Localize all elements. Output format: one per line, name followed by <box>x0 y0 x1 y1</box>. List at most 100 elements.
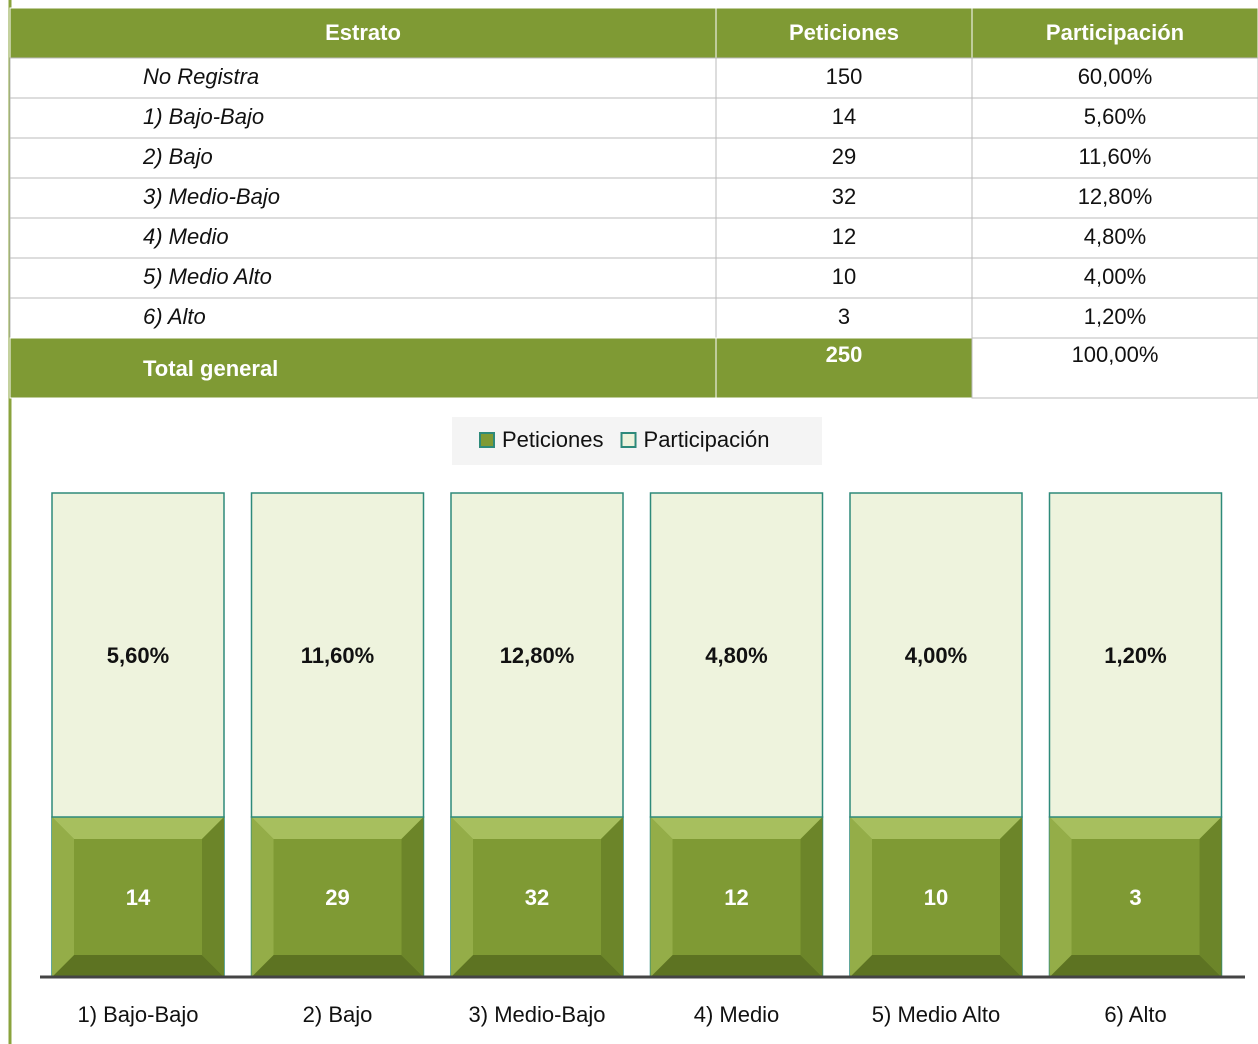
x-tick-label: 1) Bajo-Bajo <box>77 1002 198 1027</box>
header-cell <box>715 7 973 59</box>
bevel <box>1049 955 1222 977</box>
bevel <box>1000 817 1022 977</box>
total-text: Total general <box>143 356 278 381</box>
data-label: 12,80% <box>500 643 575 668</box>
cell-text: 4) Medio <box>143 224 229 249</box>
cell-text: 60,00% <box>1078 64 1153 89</box>
bar-segment <box>250 816 425 978</box>
x-tick-label: 5) Medio Alto <box>872 1002 1000 1027</box>
data-label: 3 <box>1129 885 1141 910</box>
header-text: Participación <box>1046 20 1184 45</box>
data-label: 11,60% <box>301 643 374 668</box>
cell <box>715 257 973 299</box>
cell-text: 3) Medio-Bajo <box>143 184 280 209</box>
total-cell <box>971 337 1258 399</box>
bevel <box>850 955 1022 977</box>
bevel <box>251 817 424 839</box>
cell <box>971 137 1258 179</box>
legend-marker <box>620 432 637 448</box>
bar-segment <box>51 492 225 818</box>
bar-segment <box>1048 816 1223 978</box>
cell-text: 1) Bajo-Bajo <box>143 104 264 129</box>
data-label: 32 <box>525 885 549 910</box>
cell-text: 1,20% <box>1084 304 1146 329</box>
cell-text: 2) Bajo <box>142 144 213 169</box>
bar-segment <box>649 816 824 978</box>
bevel <box>251 955 424 977</box>
cell-text: 10 <box>832 264 856 289</box>
cell <box>715 57 973 99</box>
header-text: Peticiones <box>789 20 899 45</box>
cell-text: 14 <box>832 104 856 129</box>
bevel <box>850 817 872 977</box>
legend-label: Participación <box>644 427 770 452</box>
data-label: 12 <box>724 885 748 910</box>
cell-text: No Registra <box>143 64 259 89</box>
cell-text: 11,60% <box>1079 144 1152 169</box>
bar-segment <box>849 816 1023 978</box>
data-label: 4,80% <box>705 643 767 668</box>
bevel <box>650 817 823 839</box>
cell-text: 4,00% <box>1084 264 1146 289</box>
total-text: 250 <box>826 342 863 367</box>
data-label: 1,20% <box>1104 643 1166 668</box>
cell <box>971 217 1258 259</box>
x-tick-label: 2) Bajo <box>303 1002 373 1027</box>
cell <box>715 297 973 339</box>
cell <box>971 297 1258 339</box>
bevel <box>451 817 623 839</box>
x-tick-label: 4) Medio <box>694 1002 780 1027</box>
bevel <box>850 817 1022 839</box>
bar-segment <box>450 492 624 818</box>
bar-segment <box>250 492 425 818</box>
data-label: 5,60% <box>107 643 169 668</box>
bevel <box>451 817 473 977</box>
legend-label: Peticiones <box>502 427 604 452</box>
cell-text: 4,80% <box>1084 224 1146 249</box>
cell <box>9 217 717 259</box>
bevel <box>1049 817 1222 839</box>
total-text: 100,00% <box>1072 342 1159 367</box>
cell-text: 3 <box>838 304 850 329</box>
cell <box>9 177 717 219</box>
bar-segment <box>1048 492 1223 818</box>
cell <box>9 297 717 339</box>
bevel <box>251 817 274 977</box>
data-label: 29 <box>325 885 349 910</box>
x-tick-label: 3) Medio-Bajo <box>469 1002 606 1027</box>
bevel <box>451 955 623 977</box>
bevel <box>52 817 74 977</box>
bevel <box>601 817 623 977</box>
bevel <box>202 817 224 977</box>
bevel <box>1199 817 1222 977</box>
cell <box>9 97 717 139</box>
bevel <box>52 817 224 839</box>
legend-box <box>452 417 822 465</box>
cell-text: 150 <box>826 64 863 89</box>
cell <box>9 137 717 179</box>
bevel <box>650 817 673 977</box>
cell <box>715 137 973 179</box>
cell <box>715 177 973 219</box>
bevel <box>800 817 823 977</box>
cell-text: 5,60% <box>1084 104 1146 129</box>
bar-segment <box>649 492 824 818</box>
bevel <box>401 817 424 977</box>
cell-text: 5) Medio Alto <box>143 264 272 289</box>
cell <box>9 257 717 299</box>
cell-text: 6) Alto <box>143 304 206 329</box>
cell <box>9 57 717 99</box>
cell-text: 12,80% <box>1078 184 1153 209</box>
bar-segment <box>849 492 1023 818</box>
bevel <box>1049 817 1072 977</box>
cell-text: 32 <box>832 184 856 209</box>
cell-text: 12 <box>832 224 856 249</box>
header-text: Estrato <box>325 20 401 45</box>
bar-segment <box>450 816 624 978</box>
cell-text: 29 <box>832 144 856 169</box>
bevel <box>52 955 224 977</box>
data-label: 4,00% <box>905 643 967 668</box>
total-cell <box>715 337 973 399</box>
